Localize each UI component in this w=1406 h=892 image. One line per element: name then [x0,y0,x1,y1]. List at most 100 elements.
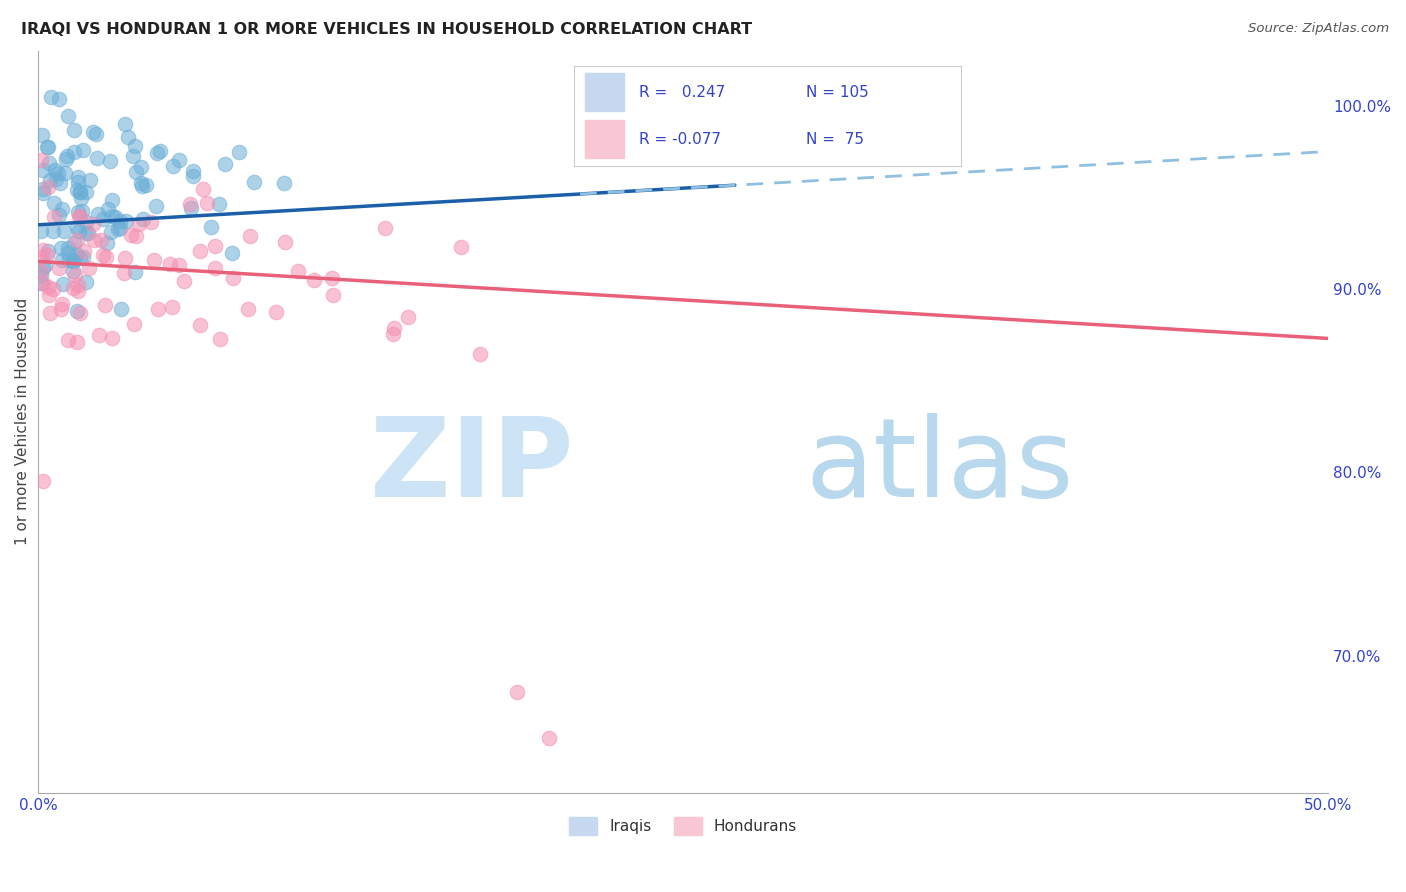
Point [55,152,77,166]
Point [30,153,52,167]
Point [77,260,100,275]
Point [204,261,226,276]
Point [121,149,143,163]
Point [145,199,167,213]
Point [82,218,104,232]
Point [67,209,90,223]
Point [38,288,60,302]
Point [30,250,52,264]
Legend: Iraqis, Hondurans: Iraqis, Hondurans [564,811,803,841]
Point [37,139,59,153]
Point [191,182,214,196]
Point [273,176,295,190]
Point [623,89,645,103]
Point [382,321,405,335]
Point [73,244,96,258]
Point [125,165,148,179]
Point [135,178,157,192]
Point [100,209,122,223]
Point [52,277,75,291]
Point [69,306,91,320]
Point [72,143,94,157]
Point [44,210,66,224]
Point [107,221,129,235]
Point [124,139,146,153]
Point [287,264,309,278]
Point [42,196,65,211]
Point [66,334,89,349]
Point [67,224,90,238]
Point [160,300,183,314]
Point [228,145,250,159]
Point [56,149,79,163]
Point [63,236,86,251]
Point [51,252,73,267]
Point [69,185,91,199]
Point [146,145,169,160]
Point [66,205,89,219]
Point [48,166,70,180]
Point [204,239,226,253]
Point [49,301,72,316]
Point [62,263,84,277]
Point [374,220,396,235]
Point [238,301,260,316]
Point [91,212,114,227]
Point [32,182,55,196]
Point [42,224,65,238]
Point [110,220,132,235]
Point [450,240,472,254]
Text: atlas: atlas [806,413,1074,520]
Point [506,685,529,699]
Point [63,268,86,282]
Point [131,178,153,193]
Point [38,305,60,319]
Point [159,257,181,271]
Point [30,276,52,290]
Point [34,258,56,272]
Point [128,217,150,231]
Point [49,176,72,190]
Point [86,151,108,165]
Point [200,220,222,235]
Point [381,327,404,342]
Point [51,202,73,216]
Point [98,153,121,168]
Point [31,128,53,143]
Point [58,252,80,267]
Point [32,243,55,257]
Point [79,173,101,187]
Point [67,278,90,293]
Point [114,251,136,265]
Point [63,123,86,137]
Point [146,302,169,317]
Point [31,186,53,201]
Point [38,156,60,170]
Point [77,226,100,240]
Point [32,162,55,177]
Point [173,274,195,288]
Point [35,248,58,262]
Point [149,145,172,159]
Point [101,331,124,345]
Point [101,193,124,207]
Point [30,268,52,283]
Point [30,264,52,278]
Point [70,204,93,219]
Point [93,298,115,312]
Point [208,197,231,211]
Point [114,214,136,228]
Point [67,284,90,298]
Point [37,280,59,294]
Point [110,302,132,317]
Point [37,244,59,258]
Point [274,235,297,249]
Point [96,236,118,251]
Point [37,180,59,194]
Point [52,224,75,238]
Point [100,225,122,239]
Point [239,228,262,243]
Point [221,245,243,260]
Point [62,145,84,159]
Point [67,170,90,185]
